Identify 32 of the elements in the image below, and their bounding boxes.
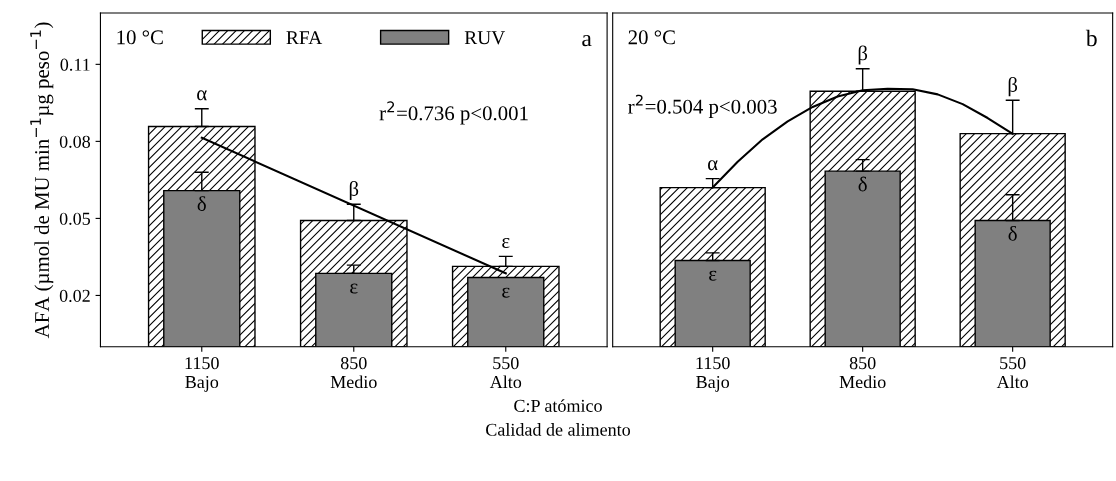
text: 10 °C [117, 30, 163, 45]
x-tick-label: 550 Alto [996, 357, 1029, 389]
data-label: δ [197, 196, 206, 211]
legend-label: RFA [286, 31, 323, 45]
data-label: δ [1008, 225, 1017, 241]
x-tick-label: 550 Alto [489, 357, 522, 389]
y-tick-label: 0.08 [59, 135, 91, 148]
data-label: α [197, 90, 207, 101]
text: a [582, 34, 592, 47]
data-label: β [349, 181, 359, 201]
data-label: ε [502, 237, 510, 249]
text: 20 °C [628, 30, 675, 45]
annotation: r$^{2}$=0.736 p<0.001 [379, 101, 528, 125]
data-label: ε [350, 283, 358, 294]
data-label: β [858, 45, 868, 65]
x-tick-label: 850 Medio [839, 357, 886, 389]
x-tick-label: 1150 Bajo [185, 357, 219, 392]
y-tick-label: 0.02 [59, 289, 90, 302]
text: b [1085, 29, 1097, 47]
y-tick-label: 0.05 [59, 212, 91, 225]
data-label: ε [502, 287, 510, 298]
y-axis-title: AFA (µmol de MU min$^{−1}$µg peso$^{−1}$) [30, 22, 54, 339]
x-tick-label: 1150 Bajo [696, 357, 730, 392]
annotation: r$^{2}$=0.504 p<0.003 [628, 94, 777, 118]
x-axis-title: C:P atómico Calidad de alimento [486, 399, 631, 436]
y-tick-label: 0.11 [60, 58, 90, 71]
data-label: ε [709, 270, 717, 281]
x-tick-label: 850 Medio [330, 357, 377, 389]
data-label: α [708, 160, 718, 171]
legend-label: RUV [464, 31, 506, 45]
data-label: δ [858, 176, 867, 192]
data-label: β [1008, 77, 1018, 97]
